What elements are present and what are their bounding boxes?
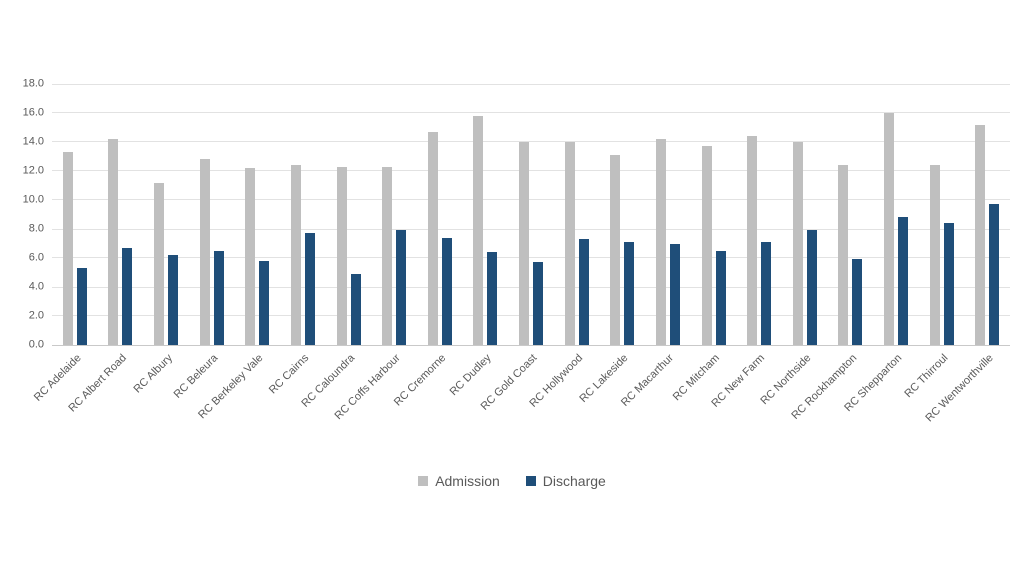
bar-discharge-rc-dudley (487, 252, 498, 345)
bar-group-rc-berkeley-vale (235, 84, 281, 345)
x-axis-label-rc-cairns: RC Cairns (267, 352, 312, 397)
y-tick-label: 6.0 (28, 251, 44, 264)
admission-legend-swatch (418, 476, 429, 486)
bar-discharge-rc-wentworthville (989, 204, 1000, 345)
y-tick-label: 2.0 (28, 309, 44, 322)
bar-admission-rc-berkeley-vale (245, 168, 256, 345)
bar-admission-rc-caloundra (336, 166, 347, 345)
bar-admission-rc-macarthur (655, 139, 666, 345)
gridline (52, 228, 1010, 230)
legend: Admission Discharge (0, 473, 1024, 489)
gridline (52, 257, 1010, 259)
y-tick-label: 14.0 (22, 135, 44, 148)
bar-discharge-rc-macarthur (669, 243, 680, 345)
bar-group-rc-mitcham (691, 84, 737, 345)
bar-admission-rc-cremorne (427, 131, 438, 345)
bar-group-rc-thirroul (919, 84, 965, 345)
bar-discharge-rc-rockhampton (852, 259, 863, 345)
bar-groups (52, 84, 1010, 345)
bar-admission-rc-lakeside (610, 155, 621, 345)
bar-admission-rc-northside (792, 142, 803, 345)
bar-admission-rc-new-farm (747, 136, 758, 345)
y-tick-label: 0.0 (28, 338, 44, 351)
bar-discharge-rc-coffs-harbour (396, 230, 407, 345)
gridline (52, 199, 1010, 201)
bar-admission-rc-albert-road (108, 139, 119, 345)
bar-group-rc-wentworthville (965, 84, 1011, 345)
bar-discharge-rc-berkeley-vale (259, 260, 270, 345)
legend-label-admission: Admission (435, 473, 500, 489)
bar-admission-rc-cairns (290, 165, 301, 345)
bar-admission-rc-thirroul (929, 165, 940, 345)
x-axis-label-rc-dudley: RC Dudley (447, 352, 494, 399)
bar-group-rc-rockhampton (828, 84, 874, 345)
bar-discharge-rc-albert-road (122, 247, 133, 345)
y-tick-label: 10.0 (22, 193, 44, 206)
bar-group-rc-albury (143, 84, 189, 345)
bar-group-rc-coffs-harbour (371, 84, 417, 345)
bar-group-rc-new-farm (736, 84, 782, 345)
bar-group-rc-beleura (189, 84, 235, 345)
gridline (52, 315, 1010, 317)
y-tick-label: 12.0 (22, 164, 44, 177)
bar-group-rc-lakeside (600, 84, 646, 345)
legend-label-discharge: Discharge (542, 473, 606, 489)
bar-group-rc-caloundra (326, 84, 372, 345)
bar-admission-rc-wentworthville (975, 124, 986, 345)
bar-admission-rc-beleura (199, 159, 210, 345)
bar-group-rc-albert-road (98, 84, 144, 345)
y-tick-label: 16.0 (22, 106, 44, 119)
bar-admission-rc-hollywood (564, 142, 575, 345)
bar-discharge-rc-shepparton (898, 217, 909, 345)
bar-discharge-rc-cairns (304, 233, 315, 345)
bar-discharge-rc-thirroul (943, 223, 954, 345)
legend-item-discharge: Discharge (525, 473, 606, 489)
bar-discharge-rc-caloundra (350, 273, 361, 345)
bar-discharge-rc-cremorne (441, 237, 452, 345)
bar-discharge-rc-hollywood (578, 239, 589, 345)
x-axis-label-rc-albury: RC Albury (131, 352, 175, 396)
bar-admission-rc-adelaide (62, 152, 73, 345)
bar-discharge-rc-new-farm (761, 242, 772, 345)
bar-admission-rc-albury (154, 182, 165, 345)
gridline (52, 170, 1010, 172)
bar-discharge-rc-beleura (213, 250, 224, 345)
legend-item-admission: Admission (418, 473, 500, 489)
bar-discharge-rc-lakeside (624, 242, 635, 345)
x-axis-line (52, 344, 1010, 346)
bar-group-rc-northside (782, 84, 828, 345)
bar-group-rc-cremorne (417, 84, 463, 345)
bar-admission-rc-rockhampton (838, 165, 849, 345)
bar-group-rc-cairns (280, 84, 326, 345)
bar-discharge-rc-northside (806, 230, 817, 345)
bar-group-rc-hollywood (554, 84, 600, 345)
plot-area: 18.0 16.0 14.0 12.0 10.0 8.0 6.0 4.0 2.0 0.0 RC A… (23, 78, 1010, 424)
gridline (52, 83, 1010, 85)
bar-admission-rc-gold-coast (519, 142, 530, 345)
bar-group-rc-gold-coast (508, 84, 554, 345)
gridline (52, 112, 1010, 114)
bar-discharge-rc-adelaide (76, 268, 87, 345)
bar-admission-rc-shepparton (884, 113, 895, 345)
y-tick-label: 18.0 (22, 77, 44, 90)
bar-discharge-rc-gold-coast (533, 262, 544, 345)
x-axis-label-rc-thirroul: RC Thirroul (901, 352, 951, 401)
bar-discharge-rc-albury (168, 255, 179, 345)
gridline (52, 141, 1010, 143)
bar-discharge-rc-mitcham (715, 250, 726, 345)
gridline (52, 286, 1010, 288)
bar-admission-rc-coffs-harbour (382, 166, 393, 345)
bar-admission-rc-mitcham (701, 146, 712, 345)
discharge-legend-swatch (525, 476, 536, 486)
y-tick-label: 8.0 (28, 222, 44, 235)
bar-group-rc-macarthur (645, 84, 691, 345)
bar-group-rc-dudley (463, 84, 509, 345)
y-tick-label: 4.0 (28, 280, 44, 293)
bar-group-rc-shepparton (873, 84, 919, 345)
bar-group-rc-adelaide (52, 84, 98, 345)
bar-admission-rc-dudley (473, 115, 484, 345)
